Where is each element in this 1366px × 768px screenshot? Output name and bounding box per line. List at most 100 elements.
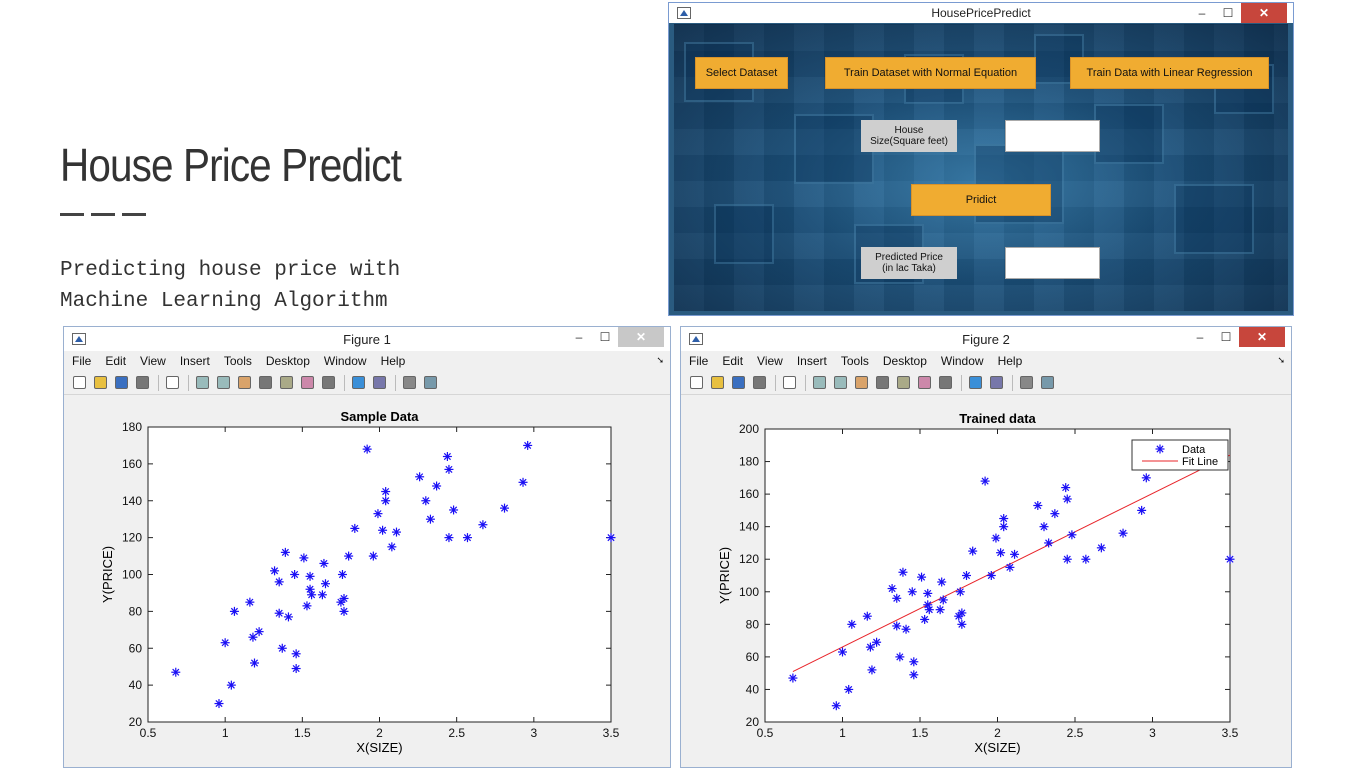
rotate-3d-icon[interactable] (873, 374, 892, 392)
link-plot-icon[interactable] (936, 374, 955, 392)
close-button[interactable]: ✕ (1239, 327, 1285, 347)
menu-window[interactable]: Window (323, 354, 367, 368)
matlab-icon (689, 333, 703, 345)
menu-tools[interactable]: Tools (223, 354, 252, 368)
zoom-in-icon[interactable] (810, 374, 829, 392)
menu-window[interactable]: Window (940, 354, 984, 368)
new-file-icon[interactable] (70, 374, 89, 392)
menu-view[interactable]: View (757, 354, 783, 368)
menu-desktop[interactable]: Desktop (882, 354, 927, 368)
maximize-button[interactable]: ☐ (1220, 330, 1232, 344)
close-button[interactable]: ✕ (618, 327, 664, 347)
data-point (1062, 494, 1072, 504)
open-folder-icon[interactable] (91, 374, 110, 392)
data-point (986, 571, 996, 580)
house-price-predict-window: HousePricePredict – ☐ ✕ Select Dataset T… (668, 2, 1294, 316)
data-point (432, 481, 442, 491)
data-point (337, 570, 347, 579)
data-cursor-icon[interactable] (277, 374, 296, 392)
menu-file[interactable]: File (72, 354, 92, 368)
y-tick-label: 80 (129, 604, 143, 618)
print-icon[interactable] (133, 374, 152, 392)
data-cursor-icon[interactable] (894, 374, 913, 392)
data-point (920, 614, 930, 624)
close-button[interactable]: ✕ (1241, 3, 1287, 23)
rotate-3d-icon[interactable] (256, 374, 275, 392)
house-size-label: House Size(Square feet) (861, 120, 957, 152)
maximize-button[interactable]: ☐ (1222, 6, 1234, 20)
colorbar-icon[interactable] (966, 374, 985, 392)
data-point (320, 579, 330, 589)
zoom-out-icon[interactable] (214, 374, 233, 392)
data-point (872, 637, 882, 647)
legend-icon[interactable] (987, 374, 1006, 392)
hide-plot-tools-icon[interactable] (400, 374, 419, 392)
menu-file[interactable]: File (689, 354, 709, 368)
data-point (444, 533, 454, 543)
y-tick-label: 180 (739, 455, 759, 469)
save-icon[interactable] (112, 374, 131, 392)
show-plot-tools-icon[interactable] (1038, 374, 1057, 392)
predict-button[interactable]: Pridict (911, 184, 1051, 216)
data-point (226, 680, 236, 690)
menu-help[interactable]: Help (380, 354, 406, 368)
predicted-price-output (1005, 247, 1100, 279)
menu-tools[interactable]: Tools (840, 354, 869, 368)
data-point (901, 624, 911, 634)
select-dataset-button[interactable]: Select Dataset (695, 57, 788, 89)
y-tick-label: 60 (129, 641, 143, 655)
figure-1-window: Figure 1 – ☐ ✕ File Edit View Insert Tools De… (63, 326, 671, 768)
zoom-out-icon[interactable] (831, 374, 850, 392)
pointer-icon[interactable] (780, 374, 799, 392)
zoom-in-icon[interactable] (193, 374, 212, 392)
legend-entry: Data (1182, 444, 1206, 456)
data-point (449, 505, 459, 515)
print-icon[interactable] (750, 374, 769, 392)
link-plot-icon[interactable] (319, 374, 338, 392)
data-point (1225, 554, 1235, 564)
data-point (270, 566, 280, 576)
open-folder-icon[interactable] (708, 374, 727, 392)
new-file-icon[interactable] (687, 374, 706, 392)
menu-edit[interactable]: Edit (722, 354, 744, 368)
menu-edit[interactable]: Edit (105, 354, 127, 368)
x-tick-label: 1.5 (912, 726, 929, 740)
sample-data-chart: Sample Data 0.5 1 1.5 2 2.5 3 3.5 20 40 60 80 100 120… (100, 409, 620, 755)
maximize-button[interactable]: ☐ (599, 330, 611, 344)
house-size-input[interactable] (1005, 120, 1100, 152)
train-linear-regression-button[interactable]: Train Data with Linear Regression (1070, 57, 1269, 89)
pan-hand-icon[interactable] (235, 374, 254, 392)
menu-insert[interactable]: Insert (179, 354, 210, 368)
minimize-button[interactable]: – (1198, 6, 1206, 20)
data-point (917, 572, 927, 582)
y-tick-label: 60 (746, 650, 760, 664)
figure-2-menubar: File Edit View Insert Tools Desktop Window Help… (681, 351, 1291, 371)
menu-dock-arrow-icon[interactable]: ➘ (656, 355, 664, 365)
data-point (1137, 505, 1147, 515)
y-tick-label: 200 (739, 422, 759, 436)
data-point (350, 523, 360, 533)
save-icon[interactable] (729, 374, 748, 392)
menu-dock-arrow-icon[interactable]: ➘ (1277, 355, 1285, 365)
brush-icon[interactable] (915, 374, 934, 392)
train-normal-equation-button[interactable]: Train Dataset with Normal Equation (825, 57, 1036, 89)
menu-view[interactable]: View (140, 354, 166, 368)
menu-desktop[interactable]: Desktop (265, 354, 310, 368)
brush-icon[interactable] (298, 374, 317, 392)
show-plot-tools-icon[interactable] (421, 374, 440, 392)
matlab-icon (677, 7, 691, 19)
menu-help[interactable]: Help (997, 354, 1023, 368)
x-tick-label: 0.5 (757, 726, 774, 740)
pointer-icon[interactable] (163, 374, 182, 392)
pan-hand-icon[interactable] (852, 374, 871, 392)
colorbar-icon[interactable] (349, 374, 368, 392)
minimize-button[interactable]: – (575, 330, 583, 344)
data-point (895, 652, 905, 662)
y-tick-label: 100 (739, 585, 759, 599)
hide-plot-tools-icon[interactable] (1017, 374, 1036, 392)
menu-insert[interactable]: Insert (796, 354, 827, 368)
legend-icon[interactable] (370, 374, 389, 392)
minimize-button[interactable]: – (1196, 330, 1204, 344)
figure-2-window: Figure 2 – ☐ ✕ File Edit View Insert Tools De… (680, 326, 1292, 768)
